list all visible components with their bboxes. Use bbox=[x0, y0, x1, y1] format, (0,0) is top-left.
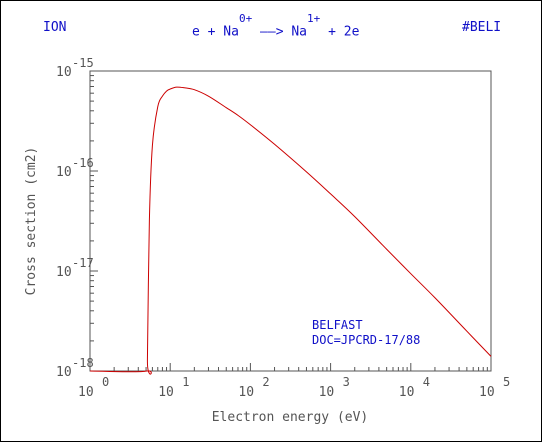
reference-label: DOC=JPCRD-17/88 bbox=[312, 333, 420, 347]
source-label: BELFAST bbox=[312, 318, 363, 332]
x-tick-exponent: 4 bbox=[423, 375, 430, 389]
x-tick-exponent: 5 bbox=[503, 375, 510, 389]
x-tick-label: 10 bbox=[238, 385, 254, 400]
x-axis-label: Electron energy (eV) bbox=[212, 410, 369, 425]
x-tick-label: 10 bbox=[78, 385, 94, 400]
y-tick-label: 10 bbox=[56, 365, 72, 380]
y-tick-label: 10 bbox=[56, 265, 72, 280]
reaction-reactant: e + Na bbox=[192, 24, 239, 40]
reaction-equation: e + Na0+ ——> Na1+ + 2e bbox=[192, 12, 360, 40]
reaction-charge-final: 1+ bbox=[307, 12, 321, 25]
y-tick-exponent: -17 bbox=[72, 256, 94, 270]
x-tick-exponent: 1 bbox=[182, 375, 189, 389]
cross-section-curve bbox=[89, 86, 492, 375]
process-type-label: ION bbox=[43, 20, 67, 35]
x-tick-label: 10 bbox=[158, 385, 174, 400]
y-tick-label: 10 bbox=[56, 165, 72, 180]
reaction-arrow-product: ——> Na bbox=[260, 24, 308, 40]
y-tick-exponent: -15 bbox=[72, 56, 94, 70]
x-tick-exponent: 2 bbox=[262, 375, 269, 389]
plot-area bbox=[89, 70, 492, 372]
y-tick-label: 10 bbox=[56, 65, 72, 80]
reaction-charge-initial: 0+ bbox=[238, 12, 253, 25]
reaction-products: + 2e bbox=[328, 24, 360, 40]
x-tick-label: 10 bbox=[479, 385, 495, 400]
y-axis-label: Cross section (cm2) bbox=[24, 147, 39, 296]
dataset-id-label: #BELI bbox=[462, 20, 502, 35]
x-tick-exponent: 3 bbox=[343, 375, 350, 389]
y-tick-exponent: -18 bbox=[72, 356, 94, 370]
x-tick-label: 10 bbox=[319, 385, 335, 400]
x-axis-ticks: 10 0 10 1 10 2 10 3 10 4 10 5 bbox=[78, 363, 510, 400]
y-tick-exponent: -16 bbox=[72, 156, 94, 170]
x-tick-exponent: 0 bbox=[102, 375, 109, 389]
x-tick-label: 10 bbox=[399, 385, 415, 400]
